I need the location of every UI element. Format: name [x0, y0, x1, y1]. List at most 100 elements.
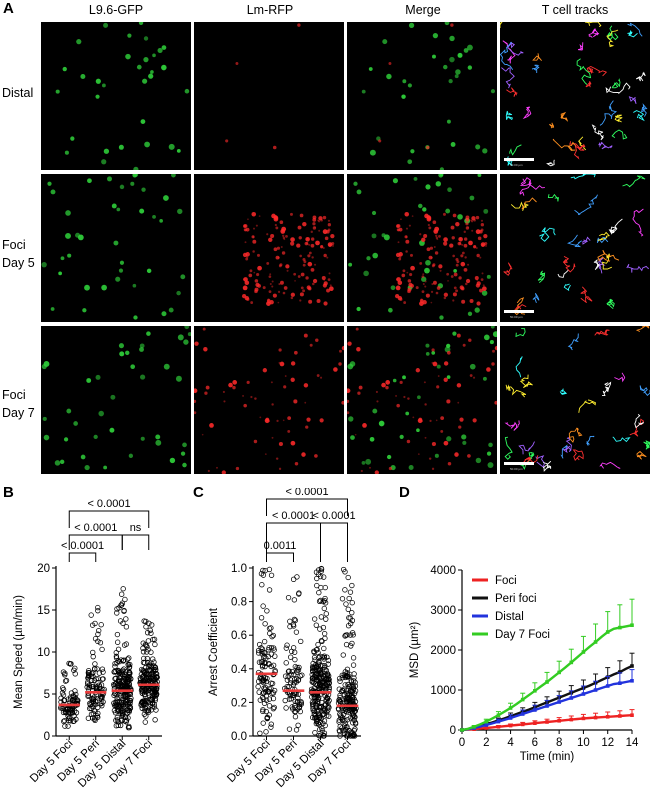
data-point [349, 640, 355, 647]
data-point [310, 714, 316, 721]
data-point [286, 683, 292, 690]
data-point [145, 638, 152, 644]
gfp-cell [388, 307, 393, 313]
rfp-signal [435, 236, 439, 240]
data-point [116, 670, 122, 676]
data-point [112, 710, 119, 716]
rfp-signal [204, 391, 208, 395]
rfp-signal [269, 273, 272, 276]
data-point [291, 616, 298, 623]
rfp-signal [402, 269, 406, 273]
y-axis-label: Mean Speed (µm/min) [13, 595, 25, 709]
series-marker [533, 721, 537, 725]
x-tick-label: 6 [532, 737, 538, 749]
data-point [120, 708, 126, 715]
data-point [342, 633, 348, 639]
y-tick-label: 15 [37, 605, 50, 617]
rfp-signal [401, 273, 406, 278]
rfp-signal [425, 293, 430, 298]
rfp-signal [309, 343, 313, 347]
track-path [611, 78, 621, 89]
data-point [142, 693, 148, 700]
significance-bracket [68, 552, 97, 562]
rfp-signal [465, 226, 470, 230]
rfp-signal [329, 284, 332, 287]
gfp-cell [448, 79, 453, 84]
rfp-signal [457, 241, 462, 246]
series-marker [496, 713, 501, 717]
rfp-signal [417, 453, 420, 455]
data-point [260, 720, 266, 726]
rfp-signal [458, 236, 463, 242]
data-point [92, 714, 98, 721]
track-path [521, 197, 537, 210]
track-path [626, 263, 650, 273]
gfp-cell [132, 283, 137, 288]
x-tick-label: 8 [556, 737, 562, 749]
gfp-cell [486, 451, 492, 456]
track-path [596, 236, 609, 244]
data-point [285, 594, 292, 601]
rfp-signal [281, 251, 286, 255]
rfp-signal [314, 454, 318, 458]
gfp-cell [383, 234, 390, 241]
gfp-cell [407, 159, 413, 165]
rfp-signal [278, 467, 282, 471]
data-point [313, 664, 320, 671]
track-path [612, 436, 631, 443]
gfp-cell [50, 307, 55, 311]
row-label-foci-day5: Foci Day 5 [2, 236, 38, 272]
gfp-cell [136, 64, 142, 70]
tile-image [500, 22, 648, 167]
rfp-signal [459, 417, 464, 422]
data-point [257, 697, 263, 703]
track-path [567, 234, 582, 248]
rfp-signal [280, 245, 283, 248]
data-point [296, 590, 302, 596]
gfp-cell [103, 465, 108, 470]
rfp-signal [277, 301, 280, 304]
rfp-signal [440, 429, 444, 433]
track-path [560, 111, 569, 122]
data-point [316, 598, 323, 604]
rfp-signal [316, 299, 321, 303]
microscopy-tile [347, 326, 497, 474]
data-point [289, 692, 296, 698]
rfp-signal [303, 383, 309, 388]
gfp-cell [86, 378, 92, 383]
gfp-cell [139, 208, 145, 214]
rfp-signal [405, 239, 410, 244]
rfp-signal [438, 235, 441, 238]
rfp-signal [485, 244, 488, 247]
series-marker [520, 697, 525, 702]
data-point [98, 682, 105, 688]
gfp-cell [392, 178, 398, 184]
track-path [635, 326, 650, 332]
series-marker [520, 712, 525, 716]
data-point [59, 690, 66, 696]
data-point [92, 620, 98, 627]
data-point [122, 703, 128, 709]
rfp-signal [396, 224, 400, 228]
rfp-signal [447, 462, 452, 466]
data-point [313, 622, 319, 628]
data-point [351, 671, 357, 677]
gfp-cell [161, 45, 167, 50]
rfp-signal [460, 243, 462, 246]
rfp-signal [429, 246, 434, 250]
track-path [505, 110, 513, 121]
rfp-signal [378, 139, 382, 143]
data-point [347, 733, 354, 739]
rfp-signal [256, 253, 260, 257]
rfp-signal [463, 237, 468, 241]
data-point [282, 697, 288, 704]
data-point [321, 605, 327, 612]
data-point [270, 705, 277, 712]
gfp-cell [138, 22, 144, 25]
rfp-signal [467, 226, 469, 228]
rfp-signal [439, 269, 442, 272]
rfp-signal [460, 286, 465, 291]
rfp-signal [428, 457, 432, 460]
gfp-cell [101, 159, 107, 165]
rfp-signal [449, 243, 454, 248]
